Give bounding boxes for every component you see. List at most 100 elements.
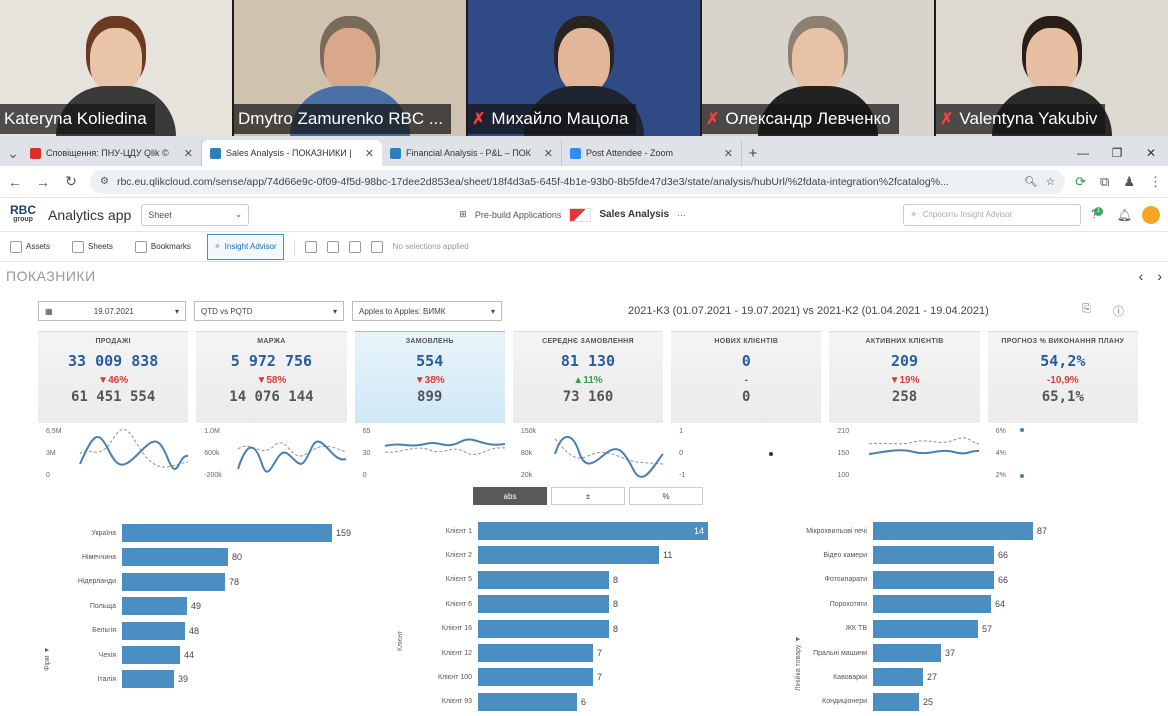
toggle-option[interactable]: ±: [551, 487, 625, 505]
minimize-icon[interactable]: —: [1077, 146, 1089, 160]
site-info-icon[interactable]: ⚙: [100, 176, 109, 187]
bar[interactable]: [122, 670, 174, 689]
back-icon[interactable]: ←: [8, 173, 22, 190]
close-tab-icon[interactable]: ✕: [183, 147, 193, 160]
current-app-name[interactable]: Sales Analysis: [599, 209, 670, 220]
bar-row[interactable]: Клієнт 6 8: [446, 595, 618, 614]
bar[interactable]: [478, 619, 609, 638]
bar-row[interactable]: Порохотяги 64: [830, 595, 1005, 614]
sparkline-chart[interactable]: 65 30 0: [355, 424, 505, 482]
clear-selections-icon[interactable]: [370, 240, 383, 253]
bookmarks-button[interactable]: Bookmarks: [129, 234, 197, 260]
bar-row[interactable]: Мікрохвильові печі 87: [806, 522, 1047, 540]
browser-tab[interactable]: Сповіщення: ПНУ-ЦДУ Qlik © ✕: [22, 140, 202, 166]
bar[interactable]: [873, 595, 991, 614]
bell-icon[interactable]: 🔔︎: [1116, 207, 1132, 222]
forward-icon[interactable]: →: [36, 173, 50, 190]
more-icon[interactable]: ···: [677, 209, 687, 220]
bar[interactable]: [478, 668, 593, 687]
bar-row[interactable]: Україна 159: [91, 524, 351, 542]
close-tab-icon[interactable]: ✕: [364, 147, 374, 160]
bar[interactable]: [122, 548, 228, 567]
bar[interactable]: [122, 572, 225, 591]
bar-row[interactable]: Кавоварки 27: [833, 668, 937, 687]
avatar[interactable]: [1142, 205, 1160, 224]
sparkline-chart[interactable]: 6,5M 3M 0: [38, 424, 189, 482]
axis-title[interactable]: Фірм ▼: [44, 646, 51, 671]
smart-search-icon[interactable]: [304, 240, 317, 253]
bar[interactable]: [873, 570, 994, 589]
extensions-puzzle-icon[interactable]: ⧉: [1100, 173, 1110, 189]
bar[interactable]: [873, 644, 941, 662]
sparkline-chart[interactable]: 1,0M 600k -200k: [196, 424, 347, 482]
bar[interactable]: [873, 522, 1033, 540]
bar-row[interactable]: Фотоапарати 66: [825, 570, 1008, 589]
bar[interactable]: [478, 692, 577, 711]
axis-title[interactable]: Клієнт: [397, 630, 404, 651]
bar-row[interactable]: ЖК ТВ 57: [846, 619, 992, 638]
bar[interactable]: [873, 619, 978, 638]
bar-row[interactable]: Італія 39: [98, 670, 188, 689]
bar[interactable]: [478, 522, 708, 540]
bookmark-star-icon[interactable]: ☆: [1045, 175, 1056, 188]
kpi-card[interactable]: МАРЖА 5 972 756 ▼58% 14 076 144: [196, 331, 347, 423]
bar-row[interactable]: Клієнт 2 11: [446, 546, 672, 565]
browser-tab[interactable]: Financial Analysis - P&L – ПОК ✕: [382, 140, 562, 166]
video-tile[interactable]: ✗ Олександр Левченко: [702, 0, 934, 136]
sparkline-chart[interactable]: 1 0 -1: [671, 424, 821, 482]
rbc-logo[interactable]: RBC group: [8, 204, 38, 225]
kpi-card[interactable]: ЗАМОВЛЕНЬ 554 ▼38% 899: [354, 331, 505, 423]
sparkline-chart[interactable]: 6% 4% 2%: [988, 424, 1138, 482]
period-filter[interactable]: QTD vs PQTD ▾: [194, 301, 344, 321]
bar[interactable]: [478, 595, 609, 614]
help-icon[interactable]: ⓘ: [1113, 306, 1124, 318]
bar-row[interactable]: Нідерланди 78: [78, 572, 239, 591]
browser-tab[interactable]: Sales Analysis - ПОКАЗНИКИ | ✕: [202, 140, 382, 166]
bar[interactable]: [873, 692, 919, 711]
insight-advisor-button[interactable]: ✧ Insight Advisor: [206, 233, 284, 260]
video-tile[interactable]: ✗ Valentyna Yakubiv: [936, 0, 1168, 136]
prebuild-link[interactable]: Pre-build Applications: [474, 209, 562, 220]
step-back-icon[interactable]: [326, 240, 339, 253]
tab-list-icon[interactable]: ⌄: [7, 145, 19, 161]
reload-icon[interactable]: ↻: [65, 173, 77, 189]
apples-filter[interactable]: Apples to Apples: ВИМК ▾: [352, 301, 502, 321]
sheet-select[interactable]: Sheet ⌄: [141, 203, 250, 226]
assets-button[interactable]: Assets: [4, 234, 56, 260]
export-icon[interactable]: ⎘: [1082, 303, 1091, 315]
video-tile[interactable]: Dmytro Zamurenko RBC ...: [234, 0, 466, 136]
next-sheet-icon[interactable]: ›: [1157, 268, 1162, 284]
bar[interactable]: [873, 668, 923, 687]
close-tab-icon[interactable]: ✕: [723, 147, 733, 160]
bar-row[interactable]: Клієнт 93 6: [442, 692, 586, 711]
sparkline-chart[interactable]: 210 150 100: [829, 424, 980, 482]
sheets-button[interactable]: Sheets: [66, 234, 119, 260]
new-tab-button[interactable]: +: [748, 144, 758, 162]
bar-row[interactable]: Німеччина 80: [82, 548, 242, 567]
close-tab-icon[interactable]: ✕: [543, 147, 553, 160]
bar-row[interactable]: Клієнт 16 8: [442, 619, 618, 638]
prev-sheet-icon[interactable]: ‹: [1138, 268, 1144, 284]
kpi-card[interactable]: ПРОДАЖІ 33 009 838 ▼46% 61 451 554: [38, 331, 189, 423]
bar[interactable]: [122, 646, 180, 664]
bar[interactable]: [122, 597, 187, 616]
help-icon[interactable]: ?1: [1091, 207, 1107, 222]
bar[interactable]: [478, 570, 609, 589]
bar-row[interactable]: Клієнт 100 7: [438, 668, 602, 687]
bar-row[interactable]: Польща 49: [90, 597, 201, 616]
bar-row[interactable]: Кондиціонери 25: [822, 692, 933, 711]
bar[interactable]: [122, 621, 185, 640]
bar-row[interactable]: Бельгія 48: [92, 621, 199, 640]
bar-row[interactable]: Пральні машини 37: [813, 644, 955, 662]
kpi-card[interactable]: АКТИВНИХ КЛІЄНТІВ 209 ▼19% 258: [829, 331, 980, 423]
bar[interactable]: [478, 644, 593, 662]
bar[interactable]: [122, 524, 332, 542]
insight-advisor-search[interactable]: ✧ Спросить Insight Advisor: [903, 203, 1082, 226]
zoom-icon[interactable]: 🔍︎: [1024, 176, 1038, 188]
toggle-option[interactable]: abs: [473, 487, 547, 505]
bar-row[interactable]: Чехія 44: [99, 646, 194, 664]
restore-icon[interactable]: ❐: [1111, 146, 1123, 160]
bar-row[interactable]: Клієнт 5 8: [446, 570, 618, 589]
kpi-card[interactable]: СЕРЕДНЄ ЗАМОВЛЕННЯ 81 130 ▲11% 73 160: [512, 331, 664, 423]
sparkline-chart[interactable]: 150k 80k 20k: [513, 424, 664, 482]
